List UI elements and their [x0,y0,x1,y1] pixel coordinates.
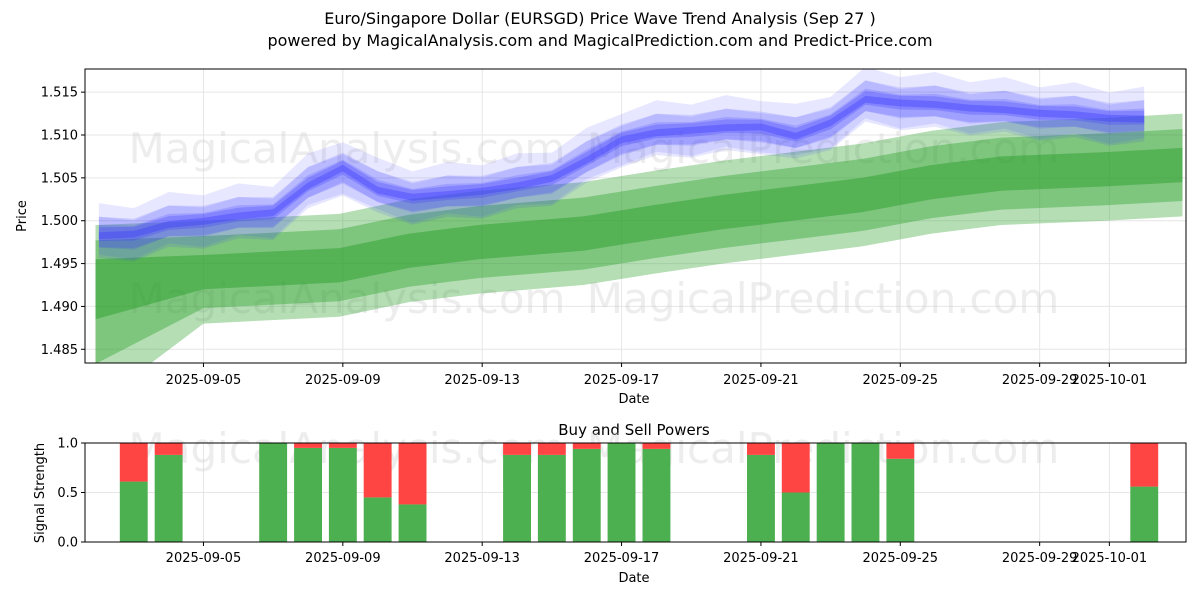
signal-y-tick-label: 1.0 [57,437,78,452]
sell-bar [642,443,671,449]
price-y-tick-label: 1.500 [41,214,78,229]
price-x-tick-label: 2025-09-25 [863,373,939,388]
price-y-tick-label: 1.495 [41,257,78,272]
price-x-tick-label: 2025-10-01 [1072,373,1148,388]
price-y-ticks: 1.485 1.490 1.495 1.500 1.505 1.510 1.515 [41,86,85,358]
wave-band-layer-6 [98,95,1145,240]
price-x-tick-label: 2025-09-21 [723,373,799,388]
price-y-tick-label: 1.510 [41,129,78,144]
sell-bar [294,443,322,448]
sell-bar [886,443,915,459]
buy-bar [642,448,671,542]
price-x-tick-label: 2025-09-13 [444,373,520,388]
sell-bar [119,443,148,482]
sell-bar [328,443,357,448]
sell-bar [572,443,601,449]
chart-subtitle: powered by MagicalAnalysis.com and Magic… [267,31,933,50]
buy-bar [781,492,810,542]
sell-bar [537,443,566,455]
sell-bar [398,443,427,505]
signal-x-tick-label: 2025-09-13 [444,551,520,566]
sell-bar [363,443,392,498]
buy-bar [154,454,183,542]
price-x-tick-label: 2025-09-17 [584,373,660,388]
price-y-tick-label: 1.515 [41,86,78,101]
buy-bar [607,443,636,542]
signal-y-tick-label: 0.0 [57,536,78,551]
buy-bar [1130,486,1159,542]
wave-band-layer-4 [98,88,1145,249]
price-y-tick-label: 1.485 [41,343,78,358]
sell-bar [1130,443,1159,487]
buy-bar [363,497,392,542]
sell-bar [747,443,775,455]
price-x-tick-label: 2025-09-29 [1002,373,1078,388]
price-y-axis-label: Price [15,200,30,232]
buy-bar [119,481,148,542]
trend-band-layer-3 [95,147,1183,320]
signal-x-tick-label: 2025-09-05 [166,551,242,566]
buy-bar [328,447,357,542]
buy-bar [398,504,427,542]
sell-bar [503,443,531,455]
watermark-text: MagicalAnalysis.com [129,124,566,173]
price-x-axis-label: Date [618,392,649,407]
signal-chart-title: Buy and Sell Powers [558,421,710,439]
chart-title: Euro/Singapore Dollar (EURSGD) Price Wav… [324,9,876,28]
wave-band-layer-1 [98,69,1145,260]
price-x-ticks: 2025-09-05 2025-09-09 2025-09-13 2025-09-17… [166,363,1147,388]
wave-band-layer-5 [98,91,1145,242]
price-x-tick-label: 2025-09-05 [166,373,242,388]
signal-x-tick-label: 2025-09-25 [863,551,939,566]
signal-y-axis-label: Signal Strength [33,443,48,543]
wave-band-layer-2 [98,80,1145,262]
buy-bar [259,443,288,542]
price-y-tick-label: 1.505 [41,171,78,186]
buy-bar [537,454,566,542]
price-x-tick-label: 2025-09-09 [305,373,381,388]
buy-bar [747,454,775,542]
signal-x-tick-label: 2025-09-17 [584,551,660,566]
signal-y-tick-label: 0.5 [57,486,78,501]
buy-bar [886,458,915,542]
signal-x-tick-label: 2025-09-29 [1002,551,1078,566]
wave-band-layer-3 [98,80,1145,250]
signal-plot-area [119,443,1159,542]
sell-bar [781,443,810,493]
signal-x-ticks: 2025-09-05 2025-09-09 2025-09-13 2025-09-17… [166,542,1147,566]
buy-bar [816,443,845,542]
signal-x-tick-label: 2025-09-21 [723,551,799,566]
signal-x-axis-label: Date [618,571,649,586]
price-y-tick-label: 1.490 [41,300,78,315]
sell-bar [154,443,183,455]
buy-bar [572,448,601,542]
signal-x-tick-label: 2025-10-01 [1072,551,1148,566]
buy-bar [294,447,322,542]
signal-x-tick-label: 2025-09-09 [305,551,381,566]
buy-bar [503,454,531,542]
price-plot-area [95,69,1183,363]
price-axes-frame [84,68,1187,364]
watermark-text: MagicalPrediction.com [587,274,1060,323]
signal-y-ticks: 0.0 0.5 1.0 [57,437,85,551]
buy-bar [851,443,880,542]
